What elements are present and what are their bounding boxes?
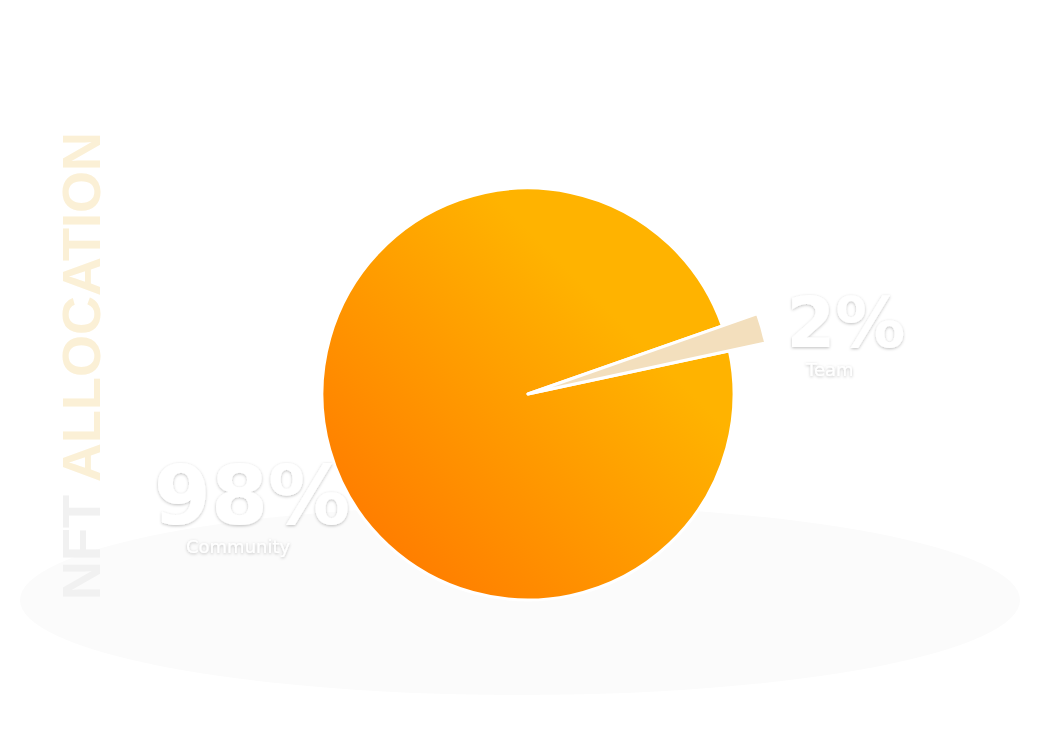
title-part: NFT — [51, 495, 111, 600]
title-part: ALLOCATION — [51, 132, 111, 495]
category-label: Team — [805, 359, 854, 380]
value-label: 2% — [787, 282, 906, 364]
title: NFT ALLOCATION — [51, 132, 111, 600]
value-label: 98% — [154, 448, 350, 543]
pie-slice — [528, 314, 766, 394]
chart: NFT ALLOCATION 98%Community 2%Team — [0, 0, 1040, 743]
category-label: Community — [186, 536, 291, 557]
pie — [322, 188, 766, 600]
